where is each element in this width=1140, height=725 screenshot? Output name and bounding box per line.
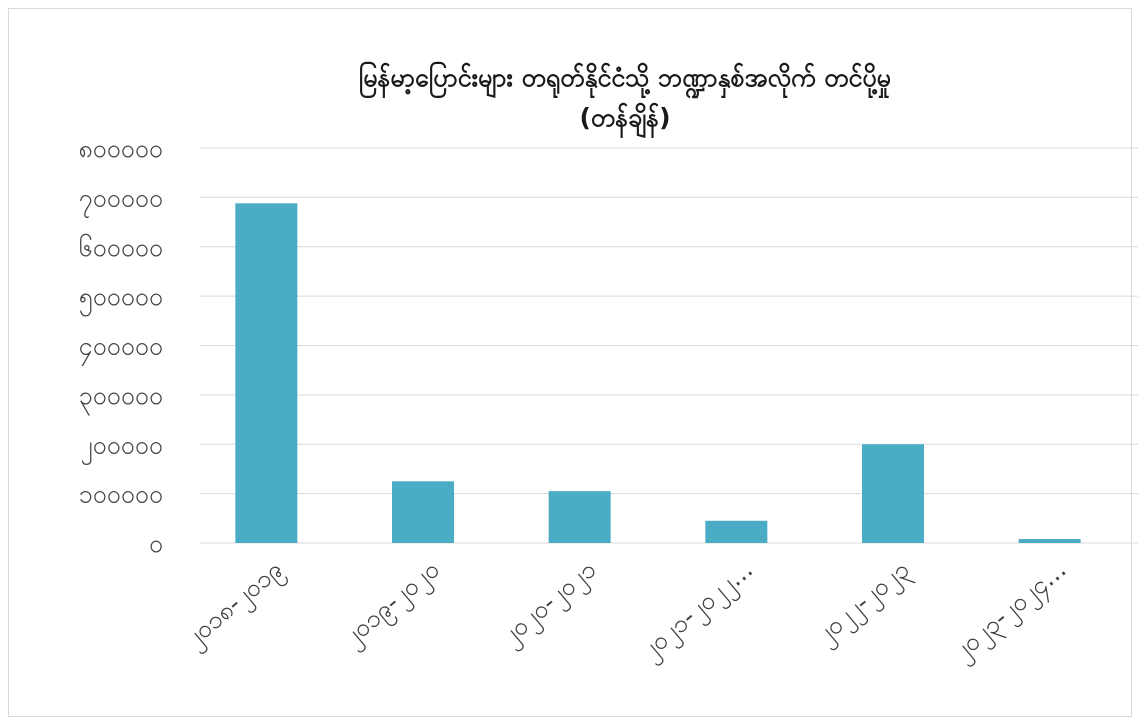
y-tick-label: ၀ — [149, 529, 163, 558]
bar — [548, 491, 611, 543]
y-tick-label: ၁၀၀၀၀၀ — [79, 480, 163, 509]
y-tick-label: ၇၀၀၀၀၀ — [79, 183, 163, 217]
x-axis-category-labels: ၂၀၁၈-၂၀၁၉ ၂၀၁၉-၂၀၂၀ ၂၀၂၀-၂၀၂၁ ၂၀၂၁-၂၀၂၂... ၂… — [179, 554, 1075, 669]
chart-subtitle: (တန်ချိန်) — [579, 103, 671, 132]
bars — [235, 203, 1081, 544]
y-tick-label: ၂၀၀၀၀၀ — [80, 430, 163, 464]
y-axis-tick-labels: ၀ ၁၀၀၀၀၀ ၂၀၀၀၀၀ ၃၀၀၀၀၀ ၄၀၀၀၀၀ ၅၀၀၀၀၀ ၆၀၀၀၀၀ ၇၀၀… — [78, 134, 163, 558]
gridlines — [200, 147, 1138, 544]
y-tick-label: ၃၀၀၀၀၀ — [79, 381, 163, 415]
chart-title: မြန်မာ့ပြောင်းများ တရုတ်နိုင်ငံသို့ ဘဏ္ဍ… — [190, 58, 1060, 138]
x-category-label: ၂၀၂၁-၂၀၂၂... — [635, 554, 761, 668]
x-category-label: ၂၀၁၉-၂၀၂၀ — [337, 554, 448, 655]
bar — [392, 481, 454, 543]
chart-title-line: မြန်မာ့ပြောင်းများ တရုတ်နိုင်ငံသို့ ဘဏ္ဍ… — [359, 63, 891, 92]
chart-area — [8, 8, 1132, 717]
bar — [862, 444, 924, 543]
y-tick-label: ၅၀၀၀၀၀ — [79, 282, 163, 316]
y-tick-label: ၄၀၀၀၀၀ — [79, 332, 163, 366]
bar — [1018, 539, 1081, 543]
x-category-label: ၂၀၂၀-၂၀၂၁ — [495, 554, 604, 654]
x-category-label: ၂၀၁၈-၂၀၁၉ — [179, 554, 291, 656]
bar — [705, 520, 768, 543]
y-tick-label: ၆၀၀၀၀၀ — [79, 233, 163, 262]
x-category-label: ၂၀၂၃-၂၀၂၄... — [947, 554, 1075, 669]
y-tick-label: ၈၀၀၀၀၀ — [78, 134, 163, 163]
x-category-label: ၂၀၂၂-၂၀၂၃ — [810, 554, 918, 652]
bar — [235, 203, 298, 544]
